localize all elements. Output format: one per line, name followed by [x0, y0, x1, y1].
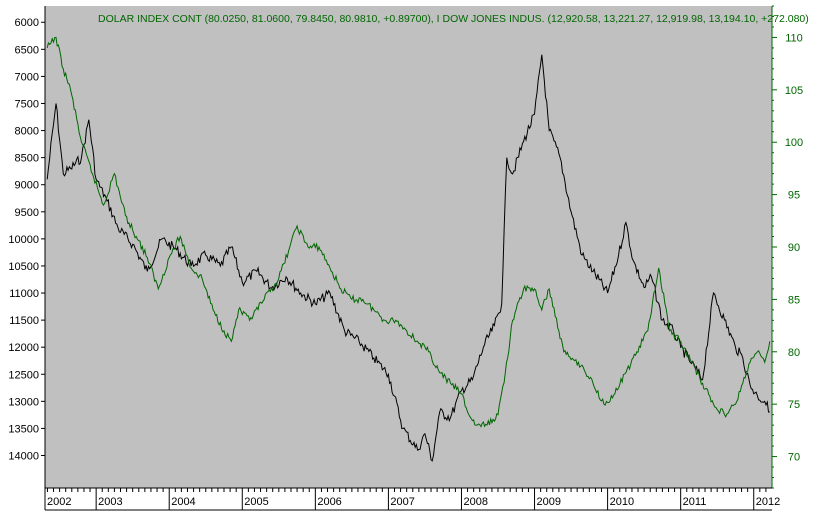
left-tick-label: 12500 — [8, 369, 39, 381]
right-tick-label: 90 — [788, 242, 800, 254]
right-tick-label: 70 — [788, 452, 800, 464]
x-tick-label: 2002 — [47, 496, 71, 508]
x-tick-label: 2003 — [98, 496, 122, 508]
right-tick-label: 105 — [785, 85, 803, 97]
left-tick-label: 8000 — [15, 126, 39, 138]
x-tick-label: 2009 — [537, 496, 561, 508]
left-tick-label: 7000 — [15, 71, 39, 83]
left-tick-label: 14000 — [8, 451, 39, 463]
left-tick-label: 7500 — [15, 98, 39, 110]
left-tick-label: 9500 — [15, 207, 39, 219]
left-tick-label: 8500 — [15, 153, 39, 165]
x-tick-label: 2008 — [463, 496, 487, 508]
series-layer — [46, 36, 771, 462]
plot-area — [45, 6, 772, 488]
left-tick-label: 9000 — [15, 180, 39, 192]
right-tick-label: 110 — [785, 32, 803, 44]
chart-title: DOLAR INDEX CONT (80.0250, 81.0600, 79.8… — [98, 13, 809, 25]
x-tick-label: 2010 — [610, 496, 634, 508]
left-tick-label: 13000 — [8, 396, 39, 408]
left-tick-label: 11500 — [9, 315, 39, 327]
x-tick-label: 2006 — [317, 496, 341, 508]
left-tick-label: 10500 — [8, 261, 39, 273]
left-tick-label: 10000 — [8, 234, 39, 246]
right-tick-label: 75 — [788, 399, 800, 411]
left-tick-label: 13500 — [8, 423, 39, 435]
right-tick-label: 100 — [785, 137, 803, 149]
left-tick-label: 11000 — [9, 288, 39, 300]
right-tick-label: 80 — [788, 347, 800, 359]
x-tick-label: 2007 — [390, 496, 414, 508]
x-tick-label: 2005 — [244, 496, 268, 508]
x-tick-label: 2011 — [683, 496, 707, 508]
dollar-index-line — [46, 36, 771, 428]
right-axis: 70 75 80 85 90 95 100 105 110 — [771, 5, 803, 489]
x-axis: 2002 2003 2004 2005 2006 2007 2008 2009 2010 2011… — [44, 487, 780, 511]
left-tick-label: 6000 — [15, 17, 39, 29]
dow-jones-line — [46, 54, 770, 462]
right-tick-label: 85 — [788, 294, 800, 306]
left-tick-label: 12000 — [8, 342, 39, 354]
x-tick-label: 2004 — [171, 496, 195, 508]
left-axis: 6000 6500 7000 7500 8000 8500 9000 9500 10000 105… — [8, 6, 46, 488]
left-tick-label: 6500 — [15, 44, 39, 56]
right-tick-label: 95 — [788, 190, 800, 202]
x-tick-label: 2012 — [756, 496, 780, 508]
